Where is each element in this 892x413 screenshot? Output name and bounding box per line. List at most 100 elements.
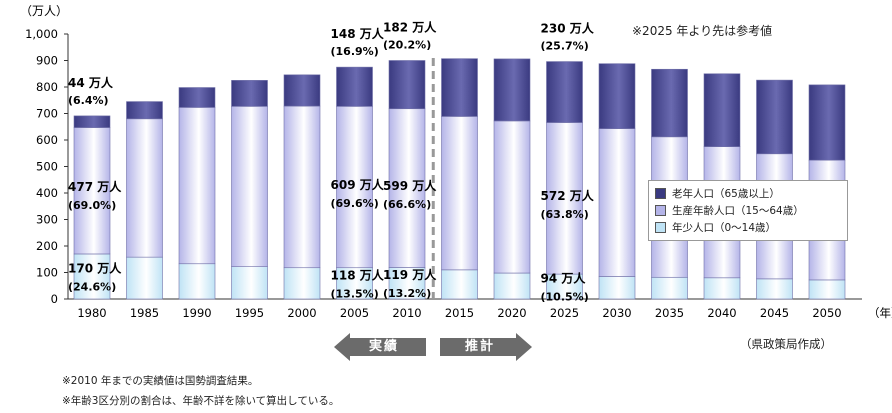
bar-segment-2015-s0 [441, 269, 478, 300]
bar-segment-2030-s0 [598, 276, 636, 300]
bar-segment-1985-s0 [126, 256, 163, 300]
data-label-percent: (20.2%) [383, 39, 431, 52]
data-label-value: 94 万人 [541, 271, 587, 286]
bar-segment-1990-s0 [178, 263, 216, 300]
x-tick-label: 1995 [235, 306, 264, 320]
y-tick-label: 1,000 [25, 27, 58, 41]
bar-segment-2040-s0 [703, 277, 741, 300]
data-label-percent: (69.0%) [68, 199, 116, 212]
bar-segment-2020-s2 [493, 58, 531, 122]
data-label-percent: (13.2%) [383, 287, 431, 300]
x-tick-label: 2020 [497, 306, 526, 320]
legend-swatch-elderly [655, 188, 666, 199]
bar-segment-2000-s0 [283, 267, 321, 300]
legend-label-working-age: 生産年齢人口（15～64歳） [672, 205, 804, 217]
data-label-percent: (10.5%) [541, 291, 589, 304]
x-tick-label: 2015 [445, 306, 474, 320]
bar-segment-2035-s0 [651, 276, 688, 300]
data-label-percent: (63.8%) [541, 208, 589, 221]
legend-swatch-youth [655, 222, 666, 233]
actual-arrow-label: 実績 [368, 339, 399, 354]
bar-segment-1980-s0 [73, 253, 111, 300]
data-label-percent: (16.9%) [331, 45, 379, 58]
x-tick-label: 2045 [760, 306, 789, 320]
data-label-value: 148 万人 [331, 26, 385, 41]
bar-segment-2025-s2 [546, 61, 583, 123]
bar-segment-2010-s1 [388, 108, 426, 268]
legend-label-youth: 年少人口（0～14歳） [672, 222, 777, 234]
bar-segment-1980-s1 [73, 127, 111, 255]
x-tick-label: 2050 [812, 306, 841, 320]
data-label-value: 44 万人 [68, 75, 114, 90]
legend-item-elderly: 老年人口（65歳以上） [655, 185, 841, 202]
bar-segment-2015-s2 [441, 58, 478, 117]
data-label-percent: (24.6%) [68, 280, 116, 293]
data-label-value: 182 万人 [383, 20, 437, 35]
data-label-percent: (6.4%) [68, 94, 109, 107]
legend-swatch-working-age [655, 205, 666, 216]
population-chart: （万人） 0 100 200 300 400 500 600 700 800 900 1,000 （年）… [20, 4, 892, 320]
bar-segment-1985-s1 [126, 118, 163, 258]
x-tick-label: 2010 [392, 306, 421, 320]
data-label-value: 119 万人 [383, 267, 437, 282]
bar-segment-2045-s0 [756, 278, 793, 300]
bar-segment-2050-s2 [808, 84, 846, 161]
data-label-value: 599 万人 [383, 178, 437, 193]
bar-segment-1995-s0 [231, 266, 268, 300]
x-tick-label: 2030 [602, 306, 631, 320]
data-label-value: 477 万人 [68, 179, 122, 194]
legend-item-working-age: 生産年齢人口（15～64歳） [655, 202, 841, 219]
y-tick-label: 900 [36, 54, 58, 68]
bar-segment-2040-s2 [703, 73, 741, 147]
bar-segment-2035-s2 [651, 68, 688, 138]
data-label-value: 170 万人 [68, 260, 122, 275]
bar-segment-1985-s2 [126, 101, 163, 120]
data-label-value: 118 万人 [331, 267, 385, 282]
bar-segment-1995-s1 [231, 106, 268, 267]
bar-segment-1990-s1 [178, 107, 216, 265]
bar-segment-2005-s2 [336, 66, 373, 107]
data-label-value: 230 万人 [541, 21, 595, 36]
legend-label-elderly: 老年人口（65歳以上） [672, 188, 780, 200]
projection-arrow-shape [440, 333, 532, 361]
legend: 老年人口（65歳以上） 生産年齢人口（15～64歳） 年少人口（0～14歳） [648, 180, 848, 241]
x-tick-label: 2000 [287, 306, 316, 320]
x-tick-label: 2040 [707, 306, 736, 320]
x-tick-label: 1990 [182, 306, 211, 320]
reference-note: ※2025 年より先は参考値 [632, 24, 773, 38]
bar-segment-2025-s1 [546, 122, 583, 275]
data-label-value: 572 万人 [541, 188, 595, 203]
y-tick-label: 300 [36, 213, 58, 227]
data-label-percent: (69.6%) [331, 197, 379, 210]
y-tick-label: 800 [36, 80, 58, 94]
y-tick-label: 200 [36, 239, 58, 253]
x-tick-label: 2035 [655, 306, 684, 320]
x-tick-label: 1980 [77, 306, 106, 320]
bar-segment-2000-s1 [283, 105, 321, 269]
source-credit: （県政策局作成） [740, 337, 832, 351]
footnote-2: ※年齢3区分別の割合は、年齢不詳を除いて算出している。 [62, 395, 340, 407]
bar-segment-2050-s0 [808, 279, 846, 300]
footnote-1: ※2010 年までの実績値は国勢調査結果。 [62, 375, 259, 387]
bar-segment-2030-s2 [598, 63, 636, 129]
x-unit-label: （年） [868, 306, 892, 320]
legend-item-youth: 年少人口（0～14歳） [655, 219, 841, 236]
bar-segment-2015-s1 [441, 116, 478, 271]
actual-arrow-shape [334, 333, 426, 361]
bar-segment-2010-s0 [388, 267, 426, 300]
x-tick-label: 1985 [130, 306, 159, 320]
y-tick-label: 100 [36, 266, 58, 280]
bar-segment-2010-s2 [388, 60, 426, 110]
data-label-percent: (25.7%) [541, 40, 589, 53]
data-label-percent: (13.5%) [331, 287, 379, 300]
bar-segment-2000-s2 [283, 74, 321, 107]
projection-arrow: 推計 [440, 333, 532, 361]
bar-segment-2020-s0 [493, 272, 531, 300]
bar-segment-2030-s1 [598, 128, 636, 277]
bar-segment-2005-s0 [336, 267, 373, 300]
y-tick-label: 500 [36, 160, 58, 174]
x-tick-label: 2025 [550, 306, 579, 320]
bar-segment-2045-s2 [756, 79, 793, 155]
x-tick-label: 2005 [340, 306, 369, 320]
y-tick-label: 700 [36, 107, 58, 121]
